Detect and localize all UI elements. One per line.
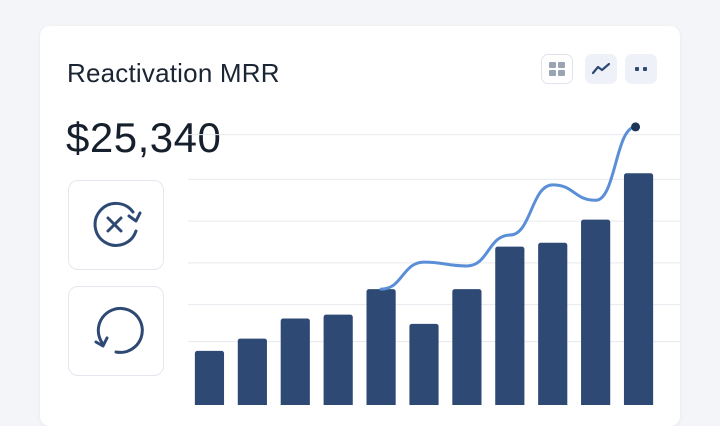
refresh-button[interactable]: [68, 286, 164, 376]
trend-line: [379, 125, 638, 291]
grid-view-button[interactable]: [541, 54, 573, 84]
bar-5: [409, 323, 439, 405]
bar-9: [581, 219, 611, 405]
bar-2: [280, 318, 310, 405]
bar-1: [237, 338, 267, 405]
bar-6: [452, 289, 482, 405]
bar-7: [495, 246, 525, 405]
bar-10: [623, 173, 654, 405]
metric-value: $25,340: [66, 114, 222, 161]
trend-end-point: [631, 122, 641, 132]
grid-icon: [549, 62, 565, 76]
bar-0: [194, 350, 225, 405]
bar-3: [323, 314, 353, 405]
more-icon: [635, 67, 647, 71]
refresh-icon: [94, 306, 144, 354]
metric-card: Reactivation MRR $25,340: [40, 26, 680, 426]
bar-8: [538, 242, 568, 405]
circle-x-refresh-icon: [93, 201, 142, 247]
more-button[interactable]: [625, 54, 657, 84]
card-title: Reactivation MRR: [67, 58, 280, 88]
trend-line-icon: [591, 62, 611, 75]
bar-4: [366, 289, 396, 405]
cancel-reactivation-button[interactable]: [68, 180, 164, 270]
line-view-button[interactable]: [585, 54, 617, 84]
reactivation-chart: [188, 122, 680, 405]
